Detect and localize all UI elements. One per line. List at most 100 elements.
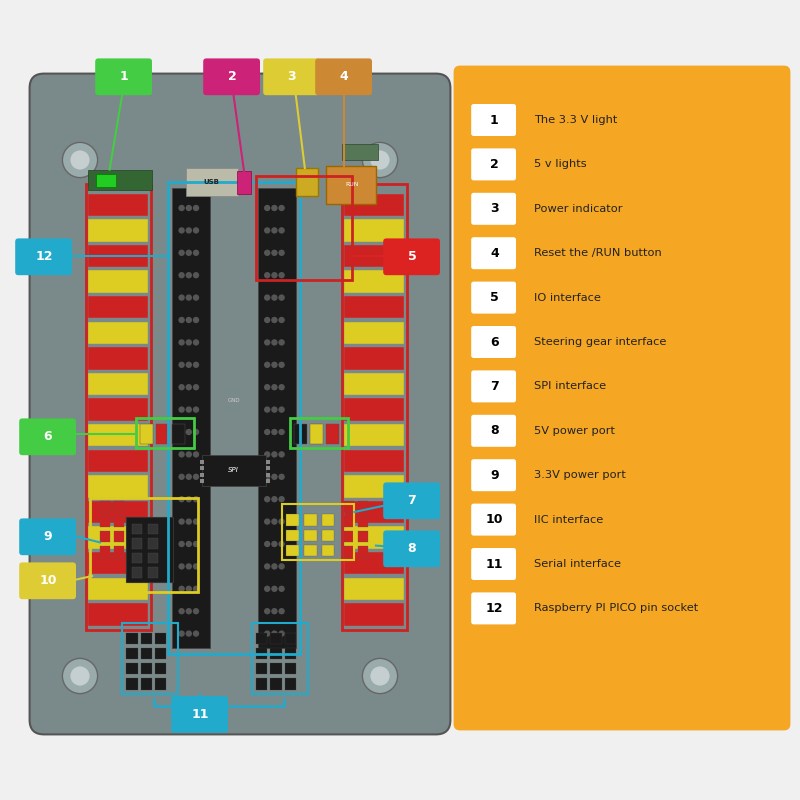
Circle shape <box>193 250 199 256</box>
Bar <box>186 168 238 196</box>
Circle shape <box>186 630 192 637</box>
Bar <box>88 170 152 190</box>
Circle shape <box>193 294 199 301</box>
Bar <box>270 678 282 690</box>
Circle shape <box>186 608 192 614</box>
Circle shape <box>186 317 192 323</box>
Circle shape <box>278 518 285 525</box>
Circle shape <box>193 339 199 346</box>
Bar <box>266 460 270 464</box>
Text: 12: 12 <box>486 602 503 615</box>
Circle shape <box>178 227 185 234</box>
Circle shape <box>186 362 192 368</box>
Bar <box>141 648 152 659</box>
Bar <box>266 479 270 483</box>
Circle shape <box>264 272 270 278</box>
Circle shape <box>70 150 90 170</box>
Circle shape <box>193 406 199 413</box>
Bar <box>155 678 166 690</box>
Circle shape <box>193 451 199 458</box>
Circle shape <box>178 406 185 413</box>
Bar <box>100 546 110 558</box>
Circle shape <box>278 384 285 390</box>
Circle shape <box>178 518 185 525</box>
Bar <box>344 347 404 370</box>
Circle shape <box>193 630 199 637</box>
Bar <box>88 347 148 370</box>
Text: 7: 7 <box>490 380 498 393</box>
Text: 4: 4 <box>340 70 348 83</box>
Circle shape <box>193 205 199 211</box>
Bar <box>344 546 354 558</box>
FancyBboxPatch shape <box>383 482 440 519</box>
Bar <box>344 194 404 216</box>
Circle shape <box>271 496 278 502</box>
FancyBboxPatch shape <box>263 58 320 95</box>
Circle shape <box>362 142 398 178</box>
FancyBboxPatch shape <box>471 282 516 314</box>
Circle shape <box>178 205 185 211</box>
Circle shape <box>178 474 185 480</box>
Bar <box>172 188 210 648</box>
Circle shape <box>271 541 278 547</box>
Text: GND: GND <box>227 398 240 402</box>
Circle shape <box>178 294 185 301</box>
Circle shape <box>178 630 185 637</box>
Text: USB: USB <box>203 178 219 185</box>
Bar <box>114 531 124 542</box>
Bar <box>286 514 299 526</box>
Text: 1: 1 <box>120 70 128 83</box>
Circle shape <box>264 608 270 614</box>
Bar <box>100 501 110 512</box>
Circle shape <box>186 227 192 234</box>
Circle shape <box>178 586 185 592</box>
Text: 3: 3 <box>288 70 296 83</box>
Circle shape <box>271 429 278 435</box>
Bar <box>136 418 194 448</box>
Circle shape <box>362 658 398 694</box>
Circle shape <box>193 586 199 592</box>
Text: 10: 10 <box>39 574 57 587</box>
Text: 1: 1 <box>490 114 498 126</box>
Bar <box>258 188 296 648</box>
Circle shape <box>264 384 270 390</box>
Circle shape <box>186 451 192 458</box>
Bar <box>88 526 148 549</box>
Bar <box>252 623 308 694</box>
Circle shape <box>193 541 199 547</box>
Circle shape <box>193 362 199 368</box>
Circle shape <box>271 384 278 390</box>
Text: 7: 7 <box>408 494 416 507</box>
Circle shape <box>271 563 278 570</box>
Bar <box>88 245 148 267</box>
Bar <box>344 424 404 446</box>
FancyBboxPatch shape <box>471 149 516 180</box>
Bar <box>344 552 404 574</box>
FancyBboxPatch shape <box>471 238 516 269</box>
Bar <box>358 531 368 542</box>
Circle shape <box>193 384 199 390</box>
Bar <box>285 648 296 659</box>
Text: Raspberry PI PICO pin socket: Raspberry PI PICO pin socket <box>534 603 698 614</box>
Bar <box>270 663 282 674</box>
Circle shape <box>178 541 185 547</box>
Circle shape <box>271 630 278 637</box>
Circle shape <box>271 406 278 413</box>
Text: 3.3V power port: 3.3V power port <box>534 470 626 480</box>
Circle shape <box>271 205 278 211</box>
Bar <box>148 567 158 578</box>
Circle shape <box>264 317 270 323</box>
Bar <box>141 663 152 674</box>
Circle shape <box>264 339 270 346</box>
Bar <box>285 678 296 690</box>
Text: 9: 9 <box>490 469 498 482</box>
Bar <box>322 530 334 541</box>
FancyBboxPatch shape <box>471 548 516 580</box>
Text: 11: 11 <box>191 708 209 721</box>
Text: 8: 8 <box>408 542 416 555</box>
FancyBboxPatch shape <box>471 504 516 536</box>
Bar <box>344 270 404 293</box>
Text: Steering gear interface: Steering gear interface <box>534 337 666 347</box>
FancyBboxPatch shape <box>454 66 790 730</box>
Circle shape <box>193 429 199 435</box>
